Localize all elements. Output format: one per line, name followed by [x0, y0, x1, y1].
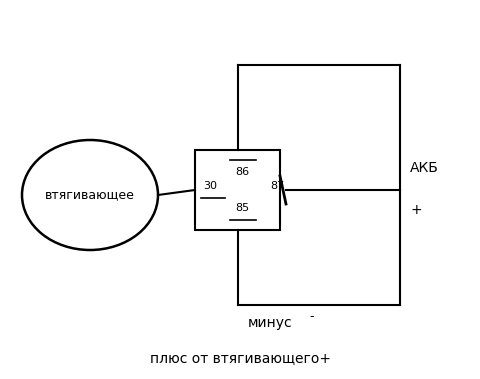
Text: -: -: [310, 310, 314, 324]
Text: 87: 87: [270, 181, 284, 191]
Text: 30: 30: [203, 181, 217, 191]
Text: 85: 85: [235, 203, 250, 213]
Text: плюс от втягивающего+: плюс от втягивающего+: [149, 351, 331, 365]
Bar: [195, 150, 280, 230]
Text: минус: минус: [248, 316, 292, 330]
Text: втягивающее: втягивающее: [45, 188, 135, 202]
Text: 86: 86: [235, 167, 250, 177]
Text: АКБ: АКБ: [410, 161, 439, 175]
Text: +: +: [410, 203, 421, 217]
